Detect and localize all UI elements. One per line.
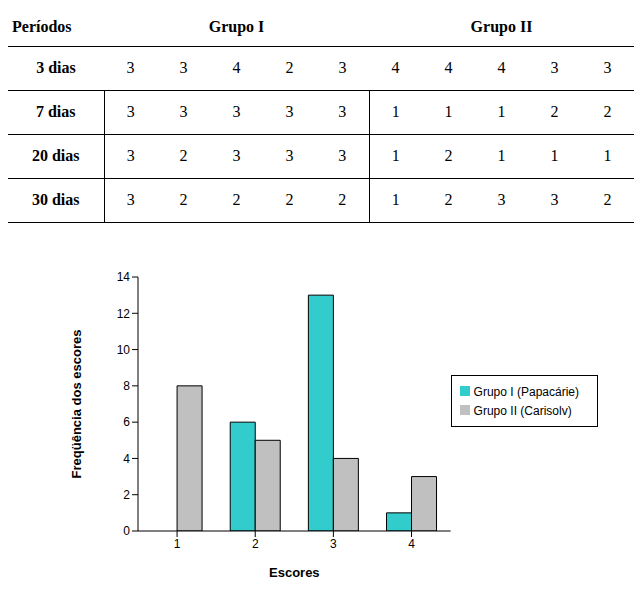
html-text:1: 1 [603, 147, 612, 164]
html-text:Grupo I (Papacárie): Grupo I (Papacárie) [473, 384, 579, 399]
html-text:3: 3 [285, 147, 294, 164]
html-text:3: 3 [550, 59, 559, 76]
svg-text:10: 10 [117, 342, 131, 356]
html-text:3: 3 [232, 103, 241, 120]
html-text:2: 2 [603, 103, 612, 120]
html-text:Grupo II (Carisolv): Grupo II (Carisolv) [473, 403, 572, 418]
html-text:7 dias: 7 dias [36, 103, 76, 120]
html-text:30 dias: 30 dias [32, 191, 80, 208]
svg-text:4: 4 [123, 451, 130, 465]
html-text:Grupo II: Grupo II [470, 17, 533, 35]
html-text:2: 2 [444, 147, 453, 164]
html-text:3: 3 [338, 59, 347, 76]
html-text:1: 1 [391, 191, 400, 208]
html-text:20 dias: 20 dias [32, 147, 80, 164]
html-text:3: 3 [126, 147, 135, 164]
svg-text:2: 2 [123, 487, 130, 501]
html-text:3: 3 [603, 59, 612, 76]
svg-text:4: 4 [408, 536, 415, 550]
html-text:3: 3 [232, 147, 241, 164]
html-text:3: 3 [179, 59, 188, 76]
html-text:2: 2 [179, 147, 188, 164]
html-text:4: 4 [232, 59, 241, 76]
svg-text:8: 8 [123, 379, 130, 393]
svg-text:0: 0 [123, 524, 130, 538]
html-text:3 dias: 3 dias [36, 59, 76, 76]
html-text:3: 3 [338, 103, 347, 120]
html-text:1: 1 [550, 147, 559, 164]
html-text:4: 4 [497, 59, 506, 76]
html-text:3: 3 [338, 147, 347, 164]
svg-text:2: 2 [252, 536, 259, 550]
svg-text:Escores: Escores [269, 565, 320, 580]
svg-text:12: 12 [117, 306, 131, 320]
html-text:2: 2 [285, 191, 294, 208]
html-text:3: 3 [550, 191, 559, 208]
html-text:1: 1 [391, 147, 400, 164]
html-text:3: 3 [126, 191, 135, 208]
html-text:3: 3 [285, 103, 294, 120]
html-text:2: 2 [179, 191, 188, 208]
html-text:Grupo I: Grupo I [208, 17, 265, 35]
html-text:4: 4 [391, 59, 400, 76]
svg-text:3: 3 [330, 536, 337, 550]
html-text:3: 3 [126, 59, 135, 76]
svg-text:1: 1 [174, 536, 181, 550]
html-text:2: 2 [338, 191, 347, 208]
html-text:1: 1 [497, 147, 506, 164]
html-text:2: 2 [444, 191, 453, 208]
svg-text:14: 14 [117, 270, 131, 284]
html-text:2: 2 [550, 103, 559, 120]
html-text:3: 3 [179, 103, 188, 120]
html-text:4: 4 [444, 59, 453, 76]
html-text:2: 2 [232, 191, 241, 208]
html-text:3: 3 [497, 191, 506, 208]
html-text:3: 3 [126, 103, 135, 120]
html-text:2: 2 [285, 59, 294, 76]
html-text:Períodos: Períodos [12, 17, 72, 35]
html-text:1: 1 [444, 103, 453, 120]
html-text:2: 2 [603, 191, 612, 208]
svg-text:Freqüência dos escores: Freqüência dos escores [69, 329, 84, 478]
html-text:1: 1 [497, 103, 506, 120]
html-text:1: 1 [391, 103, 400, 120]
svg-text:6: 6 [123, 415, 130, 429]
